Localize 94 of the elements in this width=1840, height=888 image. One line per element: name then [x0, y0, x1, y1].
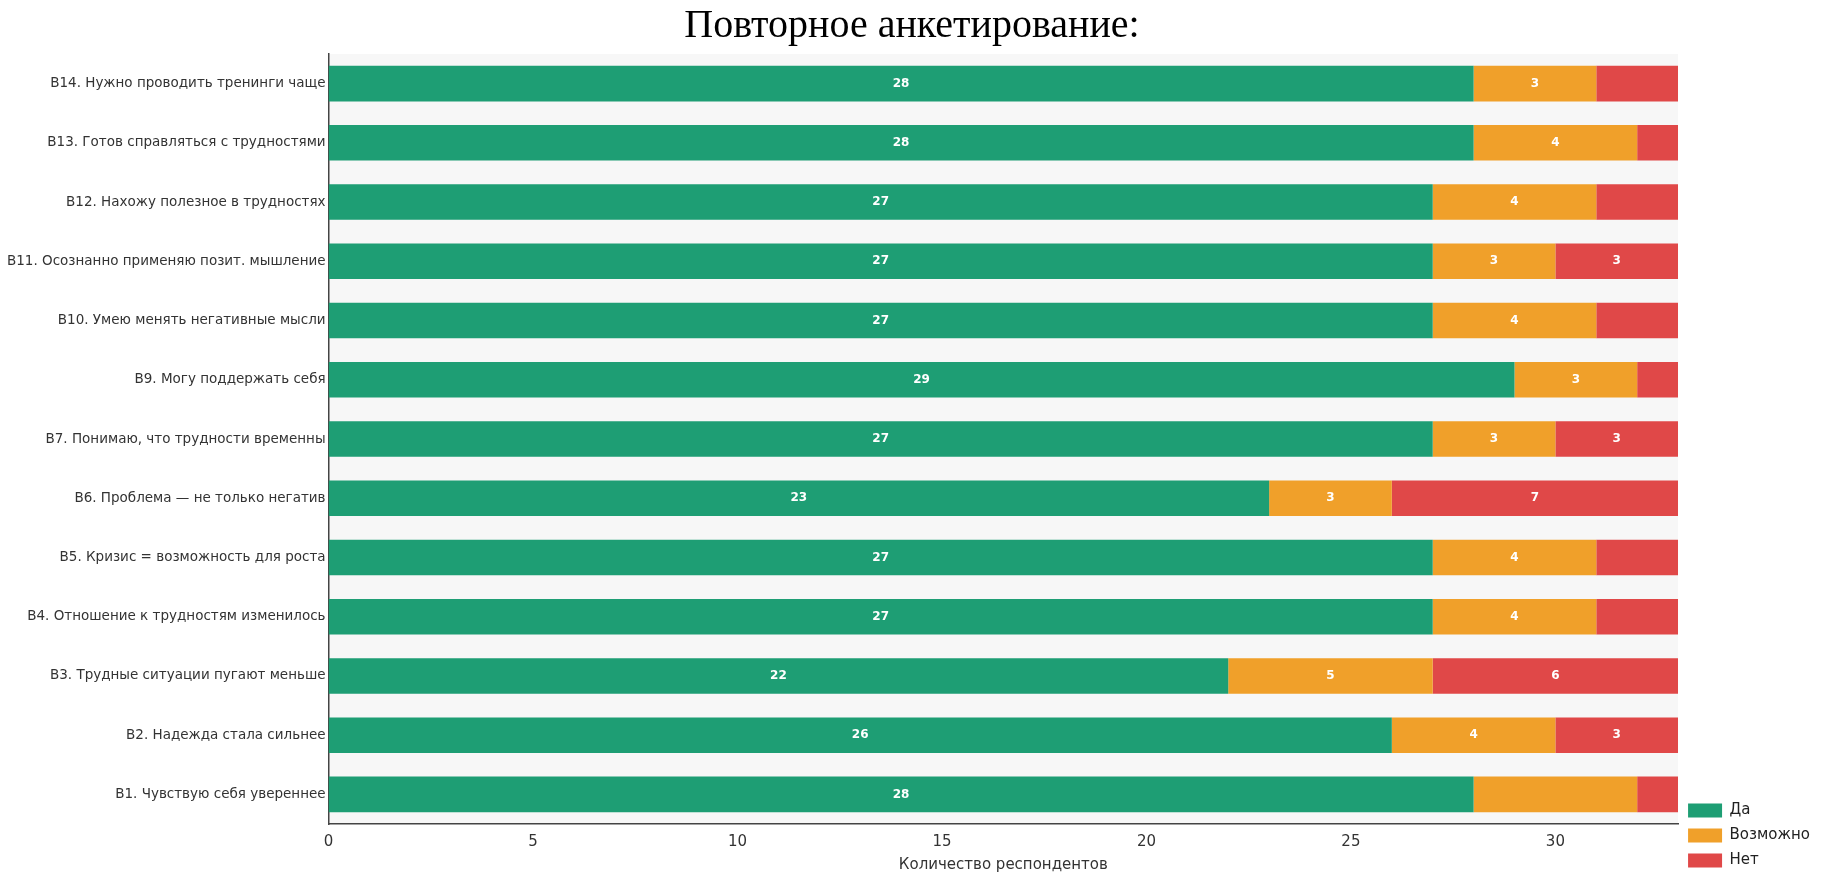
y-tick-label: B11. Осознанно применяю позит. мышление — [6, 251, 326, 268]
bar — [328, 480, 1270, 516]
bar — [1555, 421, 1679, 457]
data-label: 6 — [1551, 668, 1560, 683]
bar — [328, 421, 1433, 457]
bar — [328, 598, 1433, 635]
data-label: 27 — [872, 549, 889, 564]
bar — [1637, 125, 1679, 161]
bar — [328, 658, 1229, 694]
legend-label: Да — [1729, 800, 1751, 819]
data-label: 23 — [790, 490, 808, 505]
x-tick-label: 10 — [727, 831, 748, 850]
y-tick-label: B1. Чувствую себя увереннее — [115, 784, 326, 801]
y-tick-label: B7. Понимаю, что трудности временны — [45, 429, 326, 446]
x-tick-label: 30 — [1545, 831, 1565, 850]
bar — [328, 539, 1433, 576]
data-label: 3 — [1530, 75, 1540, 90]
bar — [1596, 302, 1679, 339]
bar — [328, 65, 1474, 102]
y-tick-label: B5. Кризис = возможность для роста — [59, 547, 326, 564]
y-tick-label: B13. Готов справляться с трудностями — [47, 133, 326, 150]
data-label: 27 — [872, 608, 889, 623]
bar — [1473, 776, 1638, 813]
x-tick-label: 20 — [1136, 831, 1156, 850]
data-label: 27 — [872, 312, 889, 327]
data-label: 3 — [1612, 727, 1621, 742]
data-label: 3 — [1571, 371, 1581, 386]
bar — [1432, 658, 1679, 694]
bar — [1514, 362, 1638, 398]
data-label: 4 — [1510, 312, 1519, 327]
bar — [1596, 184, 1679, 220]
bar — [1269, 480, 1392, 516]
bar — [328, 302, 1433, 339]
y-tick-label: B10. Умею менять негативные мысли — [57, 311, 326, 328]
y-tick-label: B4. Отношение к трудностям изменилось — [27, 607, 326, 624]
y-tick-label: B3. Трудные ситуации пугают меньше — [49, 666, 326, 683]
x-tick-label: 25 — [1341, 831, 1361, 850]
bar — [328, 717, 1392, 753]
bar — [1596, 65, 1679, 102]
bar — [1637, 362, 1679, 398]
data-label: 4 — [1551, 134, 1560, 149]
legend-label: Возможно — [1729, 825, 1810, 844]
bar — [1391, 480, 1679, 516]
data-label: 27 — [872, 194, 889, 209]
bar — [328, 125, 1474, 161]
data-label: 4 — [1469, 727, 1478, 742]
data-label: 4 — [1510, 608, 1519, 623]
bar — [1432, 598, 1597, 635]
bar — [328, 243, 1433, 280]
bar — [1596, 539, 1679, 576]
data-label: 3 — [1612, 253, 1621, 268]
bar — [1555, 243, 1679, 280]
x-tick-label: 5 — [528, 831, 538, 850]
bar — [1432, 243, 1556, 280]
data-label: 7 — [1530, 490, 1540, 505]
y-tick-label: B9. Могу поддержать себя — [134, 370, 326, 387]
data-label: 28 — [892, 75, 910, 90]
data-label: 3 — [1326, 490, 1335, 505]
data-label: 27 — [872, 253, 889, 268]
x-tick-label: 0 — [323, 831, 334, 850]
x-tick-label: 15 — [932, 831, 952, 850]
bar — [1432, 184, 1597, 220]
data-label: 4 — [1510, 194, 1519, 209]
data-label: 3 — [1489, 253, 1499, 268]
bar — [328, 776, 1474, 813]
data-label: 28 — [892, 786, 910, 801]
y-tick-label: B6. Проблема — не только негатив — [74, 488, 326, 505]
data-label: 4 — [1510, 549, 1519, 564]
data-label: 29 — [913, 371, 930, 386]
data-label: 27 — [872, 431, 889, 446]
data-label: 3 — [1612, 431, 1621, 446]
bar — [328, 184, 1433, 220]
bar — [1473, 65, 1597, 102]
x-axis-title: Количество респондентов — [898, 854, 1108, 873]
bar — [1473, 125, 1638, 161]
y-tick-label: B2. Надежда стала сильнее — [126, 725, 326, 742]
bar — [1432, 302, 1597, 339]
data-label: 26 — [851, 727, 869, 742]
bar — [1432, 421, 1556, 457]
chart-title: Повторное анкетирование: — [684, 0, 1140, 46]
bar — [1637, 776, 1679, 813]
y-tick-label: B12. Нахожу полезное в трудностях — [66, 192, 326, 209]
bar — [1596, 598, 1679, 635]
bar — [1391, 717, 1556, 753]
y-tick-label: B14. Нужно проводить тренинги чаще — [50, 74, 326, 91]
data-label: 22 — [770, 668, 787, 683]
bar — [328, 362, 1515, 398]
data-label: 28 — [892, 134, 910, 149]
bar — [1228, 658, 1433, 694]
data-label: 3 — [1489, 431, 1499, 446]
bar — [1555, 717, 1679, 753]
legend-label: Нет — [1729, 850, 1760, 869]
bar — [1432, 539, 1597, 576]
data-label: 5 — [1326, 668, 1335, 683]
